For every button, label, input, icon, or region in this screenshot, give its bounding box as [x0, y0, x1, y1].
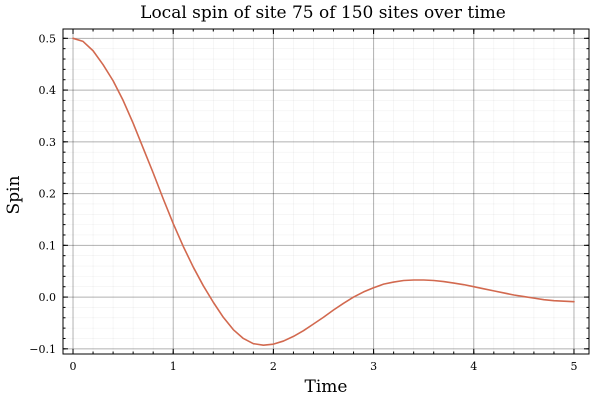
y-tick-label: 0.2 [39, 188, 57, 201]
chart-title: Local spin of site 75 of 150 sites over … [140, 3, 506, 23]
plot-frame [62, 28, 590, 355]
series-line [72, 37, 575, 346]
y-tick-label: −0.1 [29, 343, 56, 356]
x-tick-label: 5 [570, 360, 577, 373]
x-tick-label: 2 [270, 360, 277, 373]
major-grid [63, 29, 589, 354]
x-tick-labels: 0 1 2 3 4 5 [70, 360, 578, 373]
x-tick-label: 4 [470, 360, 477, 373]
y-axis-label: Spin [4, 175, 24, 214]
minor-grid [63, 29, 589, 354]
series-layer [72, 37, 575, 346]
x-tick-label: 3 [370, 360, 377, 373]
y-tick-label: 0.5 [39, 32, 57, 45]
x-axis-label: Time [305, 377, 348, 397]
y-tick-labels: −0.1 0.0 0.1 0.2 0.3 0.4 0.5 [29, 32, 56, 356]
x-tick-label: 1 [170, 360, 177, 373]
y-tick-label: 0.3 [39, 136, 57, 149]
y-tick-label: 0.1 [39, 239, 57, 252]
axis-ticks [63, 29, 589, 354]
y-tick-label: 0.4 [39, 84, 57, 97]
x-tick-label: 0 [70, 360, 77, 373]
y-tick-label: 0.0 [39, 291, 57, 304]
